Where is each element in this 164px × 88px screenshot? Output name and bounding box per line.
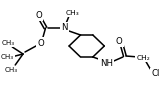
Text: O: O (37, 39, 44, 48)
Text: NH: NH (100, 59, 113, 68)
Text: Cl: Cl (151, 70, 159, 78)
Text: CH₃: CH₃ (2, 40, 15, 46)
Text: CH₂: CH₂ (137, 55, 150, 61)
Text: O: O (116, 37, 122, 45)
Text: CH₃: CH₃ (5, 67, 18, 73)
Text: O: O (35, 10, 42, 20)
Text: CH₃: CH₃ (66, 10, 80, 16)
Text: CH₃: CH₃ (1, 54, 14, 60)
Text: N: N (61, 23, 67, 32)
